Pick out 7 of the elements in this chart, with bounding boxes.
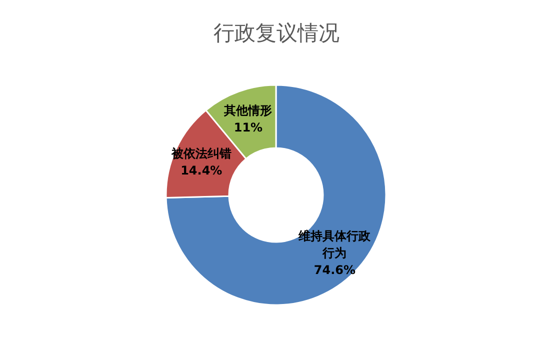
donut-slice (165, 84, 387, 306)
data-label: 74.6% (314, 263, 356, 278)
slice-label: 维持具体行政行为 (298, 229, 372, 260)
chart-title: 行政复议情况 (214, 21, 340, 45)
slice-label: 其他情形 (223, 103, 272, 118)
data-label: 11% (234, 120, 263, 134)
data-label: 14.4% (180, 164, 222, 178)
